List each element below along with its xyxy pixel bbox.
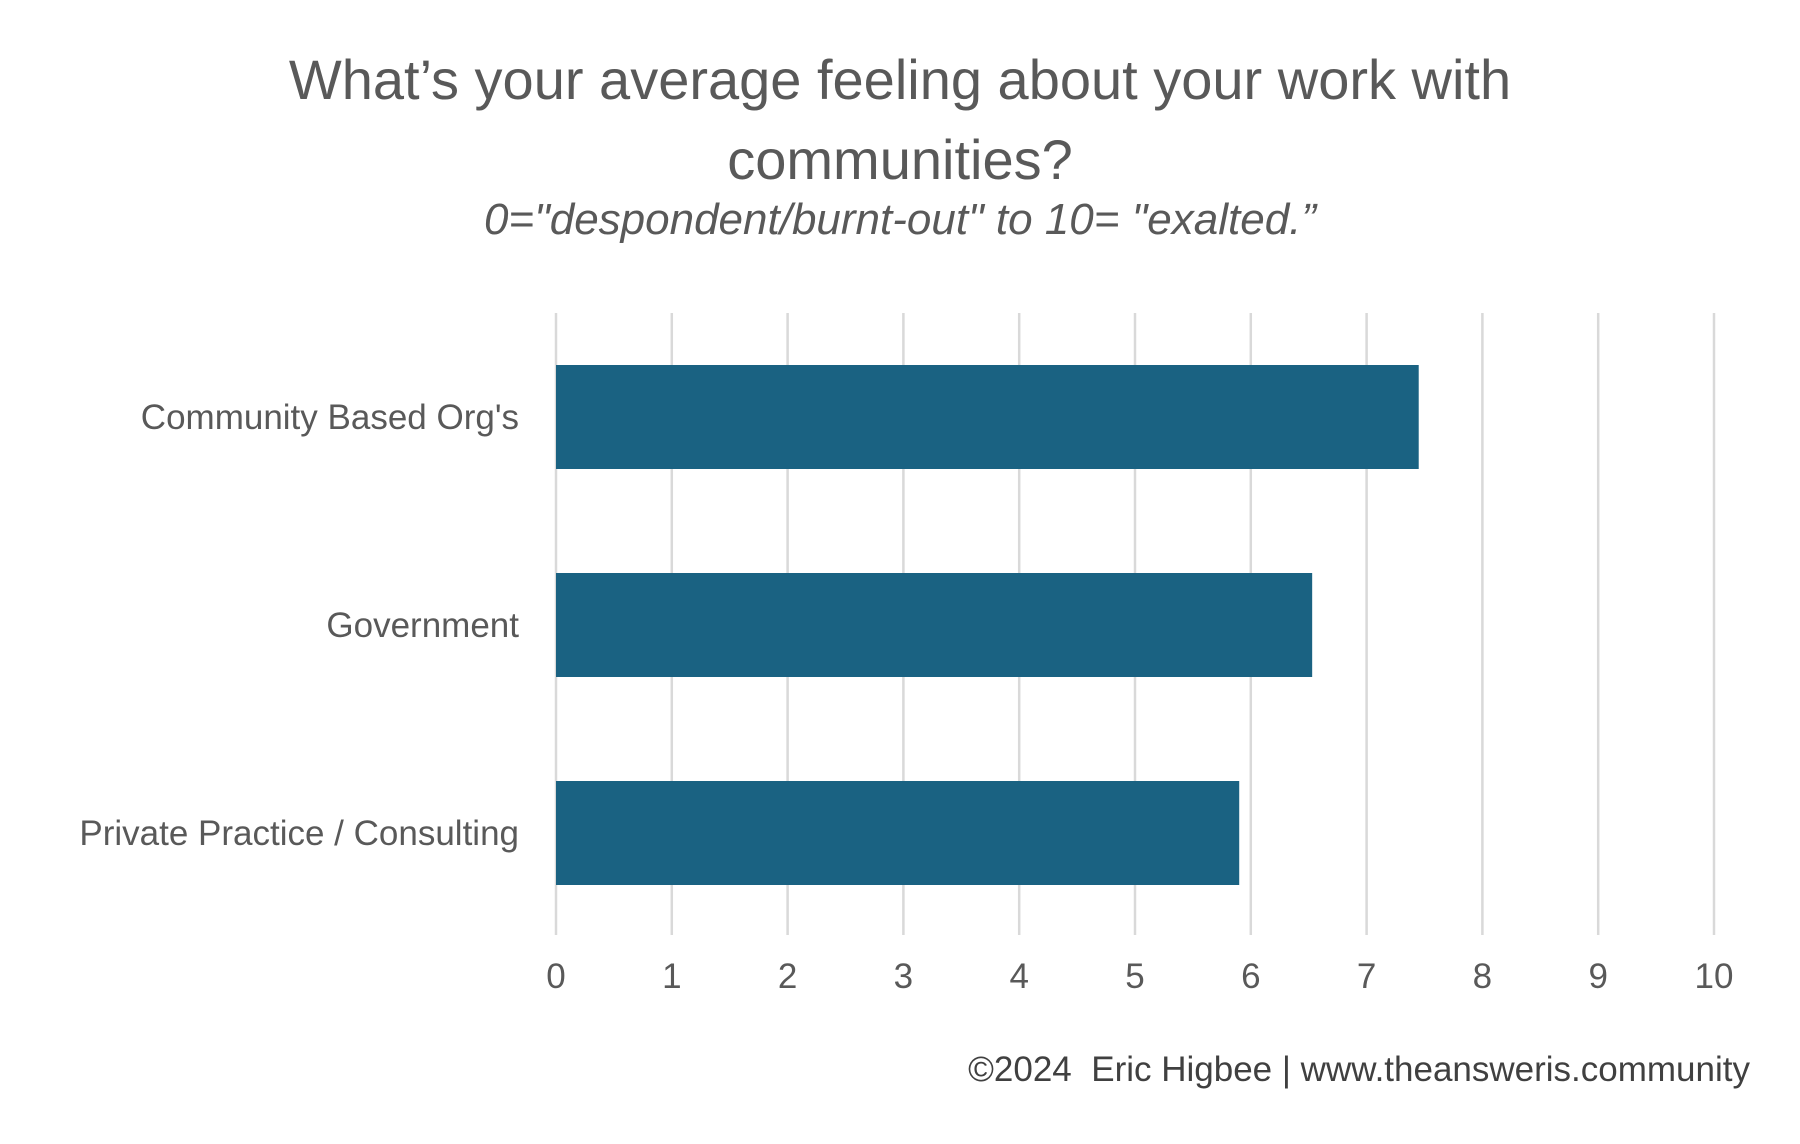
x-tick-label-10: 10 (1695, 957, 1734, 996)
category-label-1: Community Based Org's (141, 398, 519, 437)
chart-subtitle: 0="despondent/burnt-out" to 10= "exalted… (483, 195, 1317, 244)
x-tick-label-0: 0 (546, 957, 565, 996)
bar-1 (556, 365, 1419, 469)
x-tick-label-2: 2 (778, 957, 797, 996)
category-labels: Community Based Org's Government Private P… (79, 398, 519, 853)
chart-title-line-1: What’s your average feeling about your w… (288, 48, 1512, 111)
x-tick-label-9: 9 (1588, 957, 1607, 996)
x-tick-label-4: 4 (1009, 957, 1028, 996)
bar-2 (556, 573, 1313, 677)
chart-title-line-2: communities? (727, 128, 1073, 191)
copyright-footer: ©2024 Eric Higbee | www.theansweris.comm… (968, 1050, 1750, 1089)
x-tick-label-6: 6 (1241, 957, 1260, 996)
category-label-3: Private Practice / Consulting (79, 814, 519, 853)
x-tick-label-8: 8 (1473, 957, 1492, 996)
x-tick-label-3: 3 (894, 957, 913, 996)
category-label-2: Government (326, 606, 519, 645)
chart-title: What’s your average feeling about your w… (0, 40, 1800, 200)
x-tick-label-5: 5 (1125, 957, 1144, 996)
bars (556, 365, 1419, 885)
x-tick-label-1: 1 (662, 957, 681, 996)
x-tick-label-7: 7 (1357, 957, 1376, 996)
bar-3 (556, 781, 1240, 885)
x-tick-labels: 0 1 2 3 4 5 6 7 8 9 10 (546, 957, 1733, 996)
